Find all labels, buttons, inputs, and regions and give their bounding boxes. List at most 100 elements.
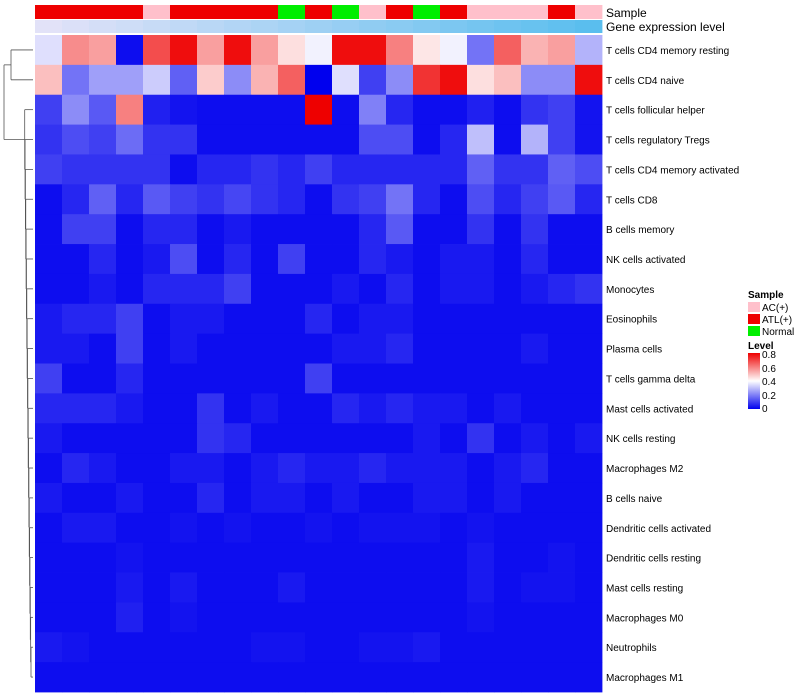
heatmap-cell	[467, 662, 495, 693]
row-label: Mast cells activated	[606, 404, 693, 415]
heatmap-cell	[413, 244, 441, 275]
heatmap-cell	[386, 35, 414, 66]
heatmap-cell	[386, 94, 414, 125]
heatmap-cell	[89, 423, 117, 454]
heatmap-cell	[467, 423, 495, 454]
heatmap-cell	[251, 602, 279, 633]
heatmap-cell	[521, 35, 549, 66]
heatmap-cell	[224, 602, 252, 633]
heatmap-cell	[386, 244, 414, 275]
heatmap-cell	[440, 273, 468, 305]
heatmap-cell	[116, 482, 144, 514]
heatmap-cell	[548, 363, 576, 394]
heatmap-cell	[440, 453, 468, 484]
heatmap-cell	[116, 423, 144, 454]
heatmap-cell	[197, 154, 225, 185]
heatmap-cell	[305, 662, 333, 693]
heatmap-cell	[413, 124, 441, 155]
heatmap-cell	[143, 184, 171, 215]
heatmap-cell	[116, 214, 144, 245]
heatmap-cell	[494, 423, 522, 454]
heatmap-cell	[170, 94, 198, 125]
row-label: Dendritic cells activated	[606, 524, 711, 535]
heatmap-cell	[440, 35, 468, 66]
heatmap-cell	[305, 303, 333, 335]
heatmap-cell	[170, 512, 198, 544]
heatmap-cell	[521, 453, 549, 484]
heatmap-cell	[575, 423, 603, 454]
heatmap-cell	[116, 244, 144, 275]
heatmap-cell	[494, 482, 522, 514]
heatmap-cell	[305, 602, 333, 633]
heatmap-cell	[440, 64, 468, 96]
heatmap-cell	[386, 512, 414, 544]
heatmap-cell	[359, 184, 387, 215]
heatmap-cell	[521, 124, 549, 155]
heatmap-cell	[89, 453, 117, 484]
heatmap-cell	[521, 423, 549, 454]
heatmap-cell	[575, 453, 603, 484]
heatmap-cell	[224, 273, 252, 305]
heatmap-cell	[251, 35, 279, 66]
heatmap-cell	[494, 94, 522, 125]
annotation-label-sample: Sample	[606, 6, 647, 20]
heatmap-cell	[332, 602, 360, 633]
heatmap-cell	[170, 35, 198, 66]
heatmap-cell	[116, 512, 144, 544]
heatmap-cell	[278, 154, 306, 185]
heatmap-cell	[575, 303, 603, 335]
heatmap-cell	[548, 632, 576, 663]
heatmap-cell	[251, 542, 279, 573]
heatmap-cell	[521, 393, 549, 424]
heatmap-cell	[197, 602, 225, 633]
heatmap-cell	[359, 423, 387, 454]
heatmap-cell	[413, 64, 441, 96]
heatmap-cell	[89, 542, 117, 573]
heatmap-cell	[197, 453, 225, 484]
heatmap-cell	[197, 184, 225, 215]
heatmap-cell	[35, 64, 63, 96]
gene-expression-annotation-cell	[89, 20, 117, 33]
heatmap-cell	[386, 333, 414, 364]
heatmap-cell	[386, 184, 414, 215]
heatmap-cell	[359, 512, 387, 544]
heatmap-cell	[305, 482, 333, 514]
row-label: T cells CD8	[606, 195, 658, 206]
heatmap-cell	[197, 662, 225, 693]
heatmap-cell	[35, 423, 63, 454]
heatmap-cell	[467, 94, 495, 125]
annotation-bars	[35, 5, 603, 33]
gene-expression-annotation-cell	[494, 20, 522, 33]
heatmap-cell	[359, 333, 387, 364]
heatmap-cell	[467, 453, 495, 484]
heatmap-cell	[35, 154, 63, 185]
heatmap-cell	[440, 482, 468, 514]
heatmap-cell	[89, 154, 117, 185]
heatmap-cell	[494, 154, 522, 185]
heatmap-cell	[116, 662, 144, 693]
heatmap-cell	[305, 572, 333, 603]
heatmap-cell	[35, 393, 63, 424]
heatmap-cell	[35, 94, 63, 125]
heatmap-cell	[575, 393, 603, 424]
heatmap-cell	[170, 124, 198, 155]
heatmap-cell	[197, 244, 225, 275]
heatmap-cell	[494, 512, 522, 544]
heatmap-cell	[521, 512, 549, 544]
heatmap-cell	[170, 662, 198, 693]
sample-annotation-cell	[170, 5, 198, 19]
row-label: Eosinophils	[606, 315, 657, 326]
sample-annotation-cell	[548, 5, 576, 19]
heatmap-cell	[494, 572, 522, 603]
heatmap-cell	[467, 154, 495, 185]
heatmap-cell	[575, 64, 603, 96]
heatmap-cell	[359, 363, 387, 394]
heatmap-cell	[494, 64, 522, 96]
heatmap-cell	[35, 632, 63, 663]
heatmap-cell	[359, 64, 387, 96]
heatmap-cell	[35, 244, 63, 275]
heatmap-cell	[35, 303, 63, 335]
heatmap-cell	[548, 512, 576, 544]
row-label: Dendritic cells resting	[606, 554, 701, 565]
